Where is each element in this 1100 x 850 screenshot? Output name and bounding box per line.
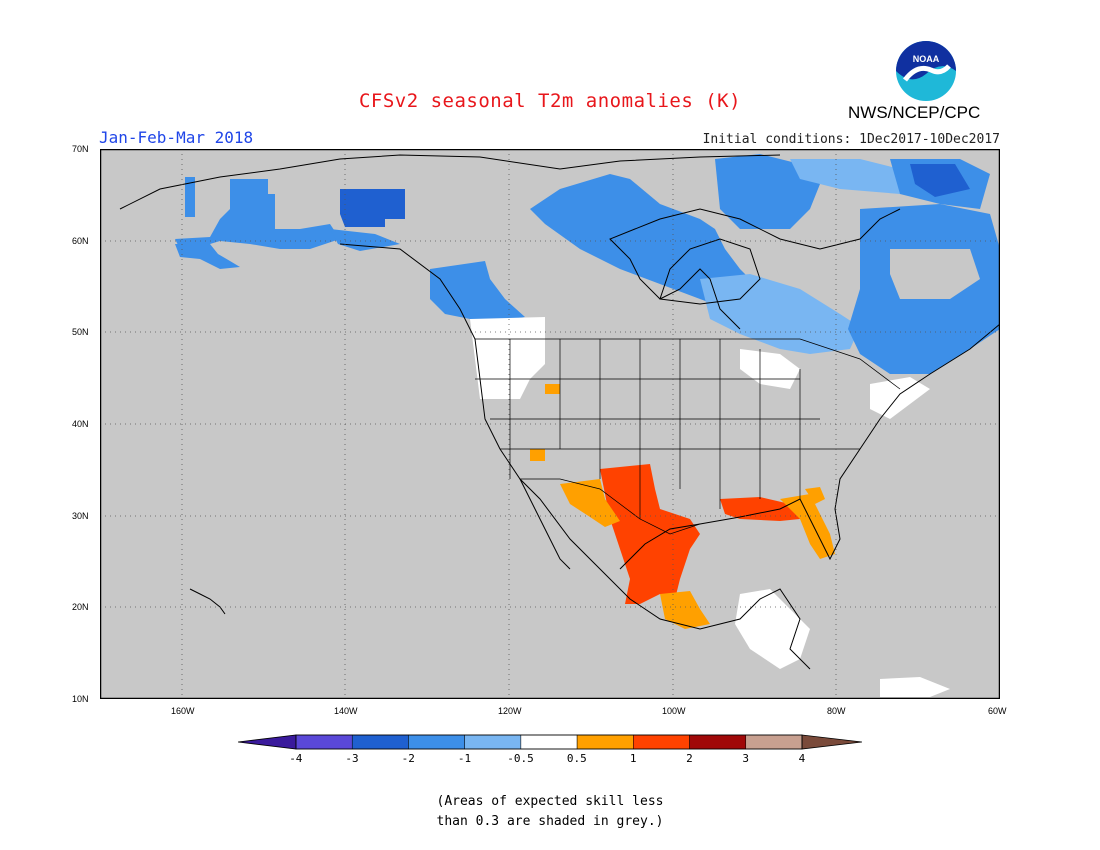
coastlines [119, 154, 1000, 670]
region-greenland-dark [910, 164, 970, 197]
region-alaska-sw [175, 244, 240, 269]
colorbar-segment [576, 734, 634, 750]
colorbar-label: -3 [345, 752, 359, 765]
coastline-hawaii [189, 588, 226, 615]
anomaly-map [100, 149, 1000, 699]
region-orange-se [805, 487, 825, 504]
region-alaska-blue [175, 179, 340, 249]
region-white-caribbean [880, 677, 950, 697]
colorbar-segment [295, 734, 353, 750]
map-frame [100, 149, 1000, 699]
lon-label-100w: 100W [662, 706, 686, 716]
lat-label-50n: 50N [72, 327, 89, 337]
lat-label-40n: 40N [72, 419, 89, 429]
lon-label-80w: 80W [827, 706, 846, 716]
coastline-baja [519, 478, 571, 570]
noaa-logo: NOAA [896, 41, 956, 101]
lon-label-120w: 120W [498, 706, 522, 716]
colorbar-left-triangle [238, 734, 297, 750]
map-title: CFSv2 seasonal T2m anomalies (K) [358, 90, 742, 112]
colorbar-label: -1 [457, 752, 472, 765]
colorbar-segment [633, 734, 690, 750]
lat-label-70n: 70N [72, 144, 89, 154]
region-white-ne [870, 377, 930, 419]
region-red-gulf [720, 497, 800, 521]
anomaly-regions [175, 154, 1000, 697]
coastline-hudson-bay [659, 238, 761, 305]
colorbar-label: -4 [289, 752, 303, 765]
colorbar-label: 2 [686, 752, 693, 765]
colorbar-segment [408, 734, 465, 750]
colorbar-segment [351, 734, 409, 750]
lat-label-60n: 60N [72, 236, 89, 246]
colorbar-label: -0.5 [507, 752, 534, 765]
lat-label-20n: 20N [72, 602, 89, 612]
colorbar [238, 734, 862, 750]
season-label: Jan-Feb-Mar 2018 [99, 128, 254, 147]
colorbar-segment [464, 734, 522, 750]
noaa-logo-text: NOAA [913, 54, 940, 64]
colorbar-segment [745, 734, 803, 750]
skill-note: (Areas of expected skill less than 0.3 a… [0, 792, 1100, 832]
region-canada-north-blue [715, 154, 820, 229]
region-red-mexico [600, 464, 700, 604]
coastline-north-america [119, 154, 1000, 670]
region-yukon-blue [330, 229, 400, 251]
region-yukon-dark [340, 189, 405, 227]
region-orange-mexico-south [660, 591, 710, 629]
region-orange-southwest [560, 479, 620, 527]
lat-label-10n: 10N [72, 694, 89, 704]
region-orange-idaho [545, 384, 560, 394]
colorbar-segment [520, 734, 578, 750]
colorbar-right-triangle [801, 734, 862, 750]
region-white-pnw [470, 317, 545, 399]
skill-note-line1: (Areas of expected skill less [436, 794, 664, 809]
region-white-central-america [735, 589, 810, 669]
region-bc-blue [430, 261, 525, 321]
region-canada-light [700, 274, 860, 354]
colorbar-label: 3 [742, 752, 749, 765]
region-labrador-grey [890, 249, 980, 299]
border-us-canada [475, 338, 901, 390]
graticule [100, 149, 1000, 699]
colorbar-segment [689, 734, 747, 750]
lon-label-140w: 140W [334, 706, 358, 716]
colorbar-label: 0.5 [566, 752, 587, 765]
region-orange-nevada [530, 449, 545, 461]
initial-conditions-label: Initial conditions: 1Dec2017-10Dec2017 [702, 132, 1000, 147]
lat-label-30n: 30N [72, 511, 89, 521]
skill-note-line2: than 0.3 are shaded in grey.) [436, 814, 664, 829]
agency-label: NWS/NCEP/CPC [848, 103, 981, 122]
lon-label-160w: 160W [171, 706, 195, 716]
colorbar-label: -2 [401, 752, 415, 765]
colorbar-label: 1 [629, 752, 637, 765]
border-us-mexico [520, 478, 701, 535]
region-orange-florida [780, 494, 835, 559]
colorbar-label: 4 [798, 752, 806, 765]
lon-label-60w: 60W [988, 706, 1007, 716]
region-alaska-west [185, 177, 195, 217]
